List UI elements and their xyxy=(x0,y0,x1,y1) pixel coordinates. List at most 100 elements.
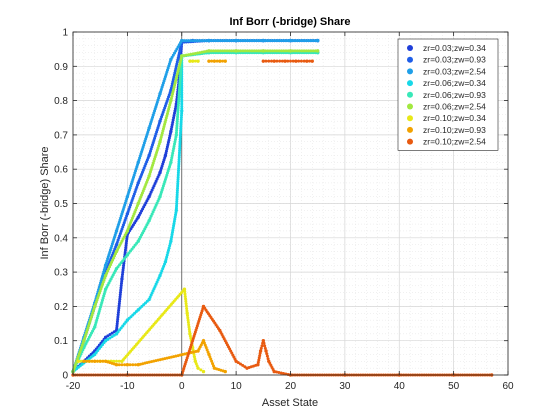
data-point xyxy=(178,149,182,153)
data-point xyxy=(250,49,254,53)
data-point xyxy=(180,104,184,108)
data-point xyxy=(275,39,279,43)
data-point xyxy=(243,39,247,43)
data-point xyxy=(118,295,122,299)
data-point xyxy=(212,59,217,63)
data-point xyxy=(122,264,126,268)
data-point xyxy=(125,239,129,243)
data-point xyxy=(175,126,179,130)
data-point xyxy=(305,59,309,63)
data-point xyxy=(169,127,173,131)
chart-title: Inf Borr (-bridge) Share xyxy=(229,16,350,28)
data-point xyxy=(261,59,266,63)
data-point xyxy=(178,86,182,90)
data-point xyxy=(177,99,181,103)
data-point xyxy=(266,357,270,361)
y-tick-label: 0.3 xyxy=(54,268,68,279)
data-point xyxy=(134,363,138,367)
data-point xyxy=(189,39,193,43)
data-point xyxy=(207,59,211,63)
data-point xyxy=(120,363,124,367)
data-point xyxy=(209,357,213,361)
data-point xyxy=(191,39,195,43)
data-point xyxy=(272,59,276,63)
data-point xyxy=(186,318,190,322)
legend-marker xyxy=(407,126,413,133)
data-point xyxy=(260,344,264,348)
legend-box xyxy=(397,38,499,151)
data-point xyxy=(175,191,179,195)
data-point xyxy=(277,39,281,43)
data-point xyxy=(176,169,180,173)
data-point xyxy=(264,39,268,43)
data-point xyxy=(178,138,182,142)
data-point xyxy=(261,339,266,343)
data-point xyxy=(218,49,222,53)
data-point xyxy=(284,49,288,53)
data-point xyxy=(215,59,219,63)
data-point xyxy=(176,177,180,181)
data-point xyxy=(200,50,204,54)
data-point xyxy=(169,158,173,162)
legend-marker xyxy=(407,115,413,122)
data-point xyxy=(176,104,180,108)
data-point xyxy=(283,59,287,63)
data-point xyxy=(196,366,200,370)
data-point xyxy=(121,266,125,270)
data-point xyxy=(177,158,181,162)
data-point xyxy=(187,323,191,327)
data-point xyxy=(241,49,245,53)
data-point xyxy=(252,49,256,53)
data-point xyxy=(315,49,320,53)
data-point xyxy=(311,49,315,53)
series-8 xyxy=(71,59,494,377)
data-point xyxy=(225,39,229,43)
data-point xyxy=(173,107,177,111)
data-point xyxy=(120,273,124,277)
data-point xyxy=(234,38,238,43)
data-point xyxy=(248,49,252,53)
data-point xyxy=(211,362,215,366)
series-5 xyxy=(71,49,320,374)
data-point xyxy=(180,91,184,95)
data-point xyxy=(210,359,214,363)
data-point xyxy=(218,59,222,63)
data-point xyxy=(176,101,180,105)
data-point xyxy=(180,95,184,99)
data-point xyxy=(273,39,277,43)
series-2 xyxy=(71,38,320,374)
data-point xyxy=(119,284,123,288)
data-point xyxy=(302,59,306,63)
data-point xyxy=(307,49,311,53)
data-point xyxy=(171,120,175,124)
data-point xyxy=(82,359,86,363)
data-point xyxy=(211,49,215,53)
data-point xyxy=(180,88,184,92)
data-point xyxy=(85,359,89,363)
data-point xyxy=(123,252,127,256)
y-tick-label: 1 xyxy=(62,28,68,39)
data-point xyxy=(178,146,182,150)
data-point xyxy=(160,269,164,273)
data-point xyxy=(263,346,267,350)
data-point xyxy=(196,59,200,63)
data-point xyxy=(179,70,183,74)
data-point xyxy=(184,304,188,308)
data-point xyxy=(256,360,260,364)
data-point xyxy=(118,299,122,303)
x-tick-label: 10 xyxy=(231,381,243,392)
data-point xyxy=(116,315,120,319)
data-point xyxy=(117,304,121,308)
data-point xyxy=(199,368,203,372)
data-point xyxy=(230,39,234,43)
data-point xyxy=(172,144,176,148)
x-tick-label: -20 xyxy=(66,381,81,392)
data-point xyxy=(299,59,303,63)
data-point xyxy=(176,171,180,175)
data-point xyxy=(236,361,240,365)
data-point xyxy=(221,39,225,43)
data-point xyxy=(172,116,176,120)
y-tick-label: 0.5 xyxy=(54,199,68,210)
data-point xyxy=(289,59,292,63)
